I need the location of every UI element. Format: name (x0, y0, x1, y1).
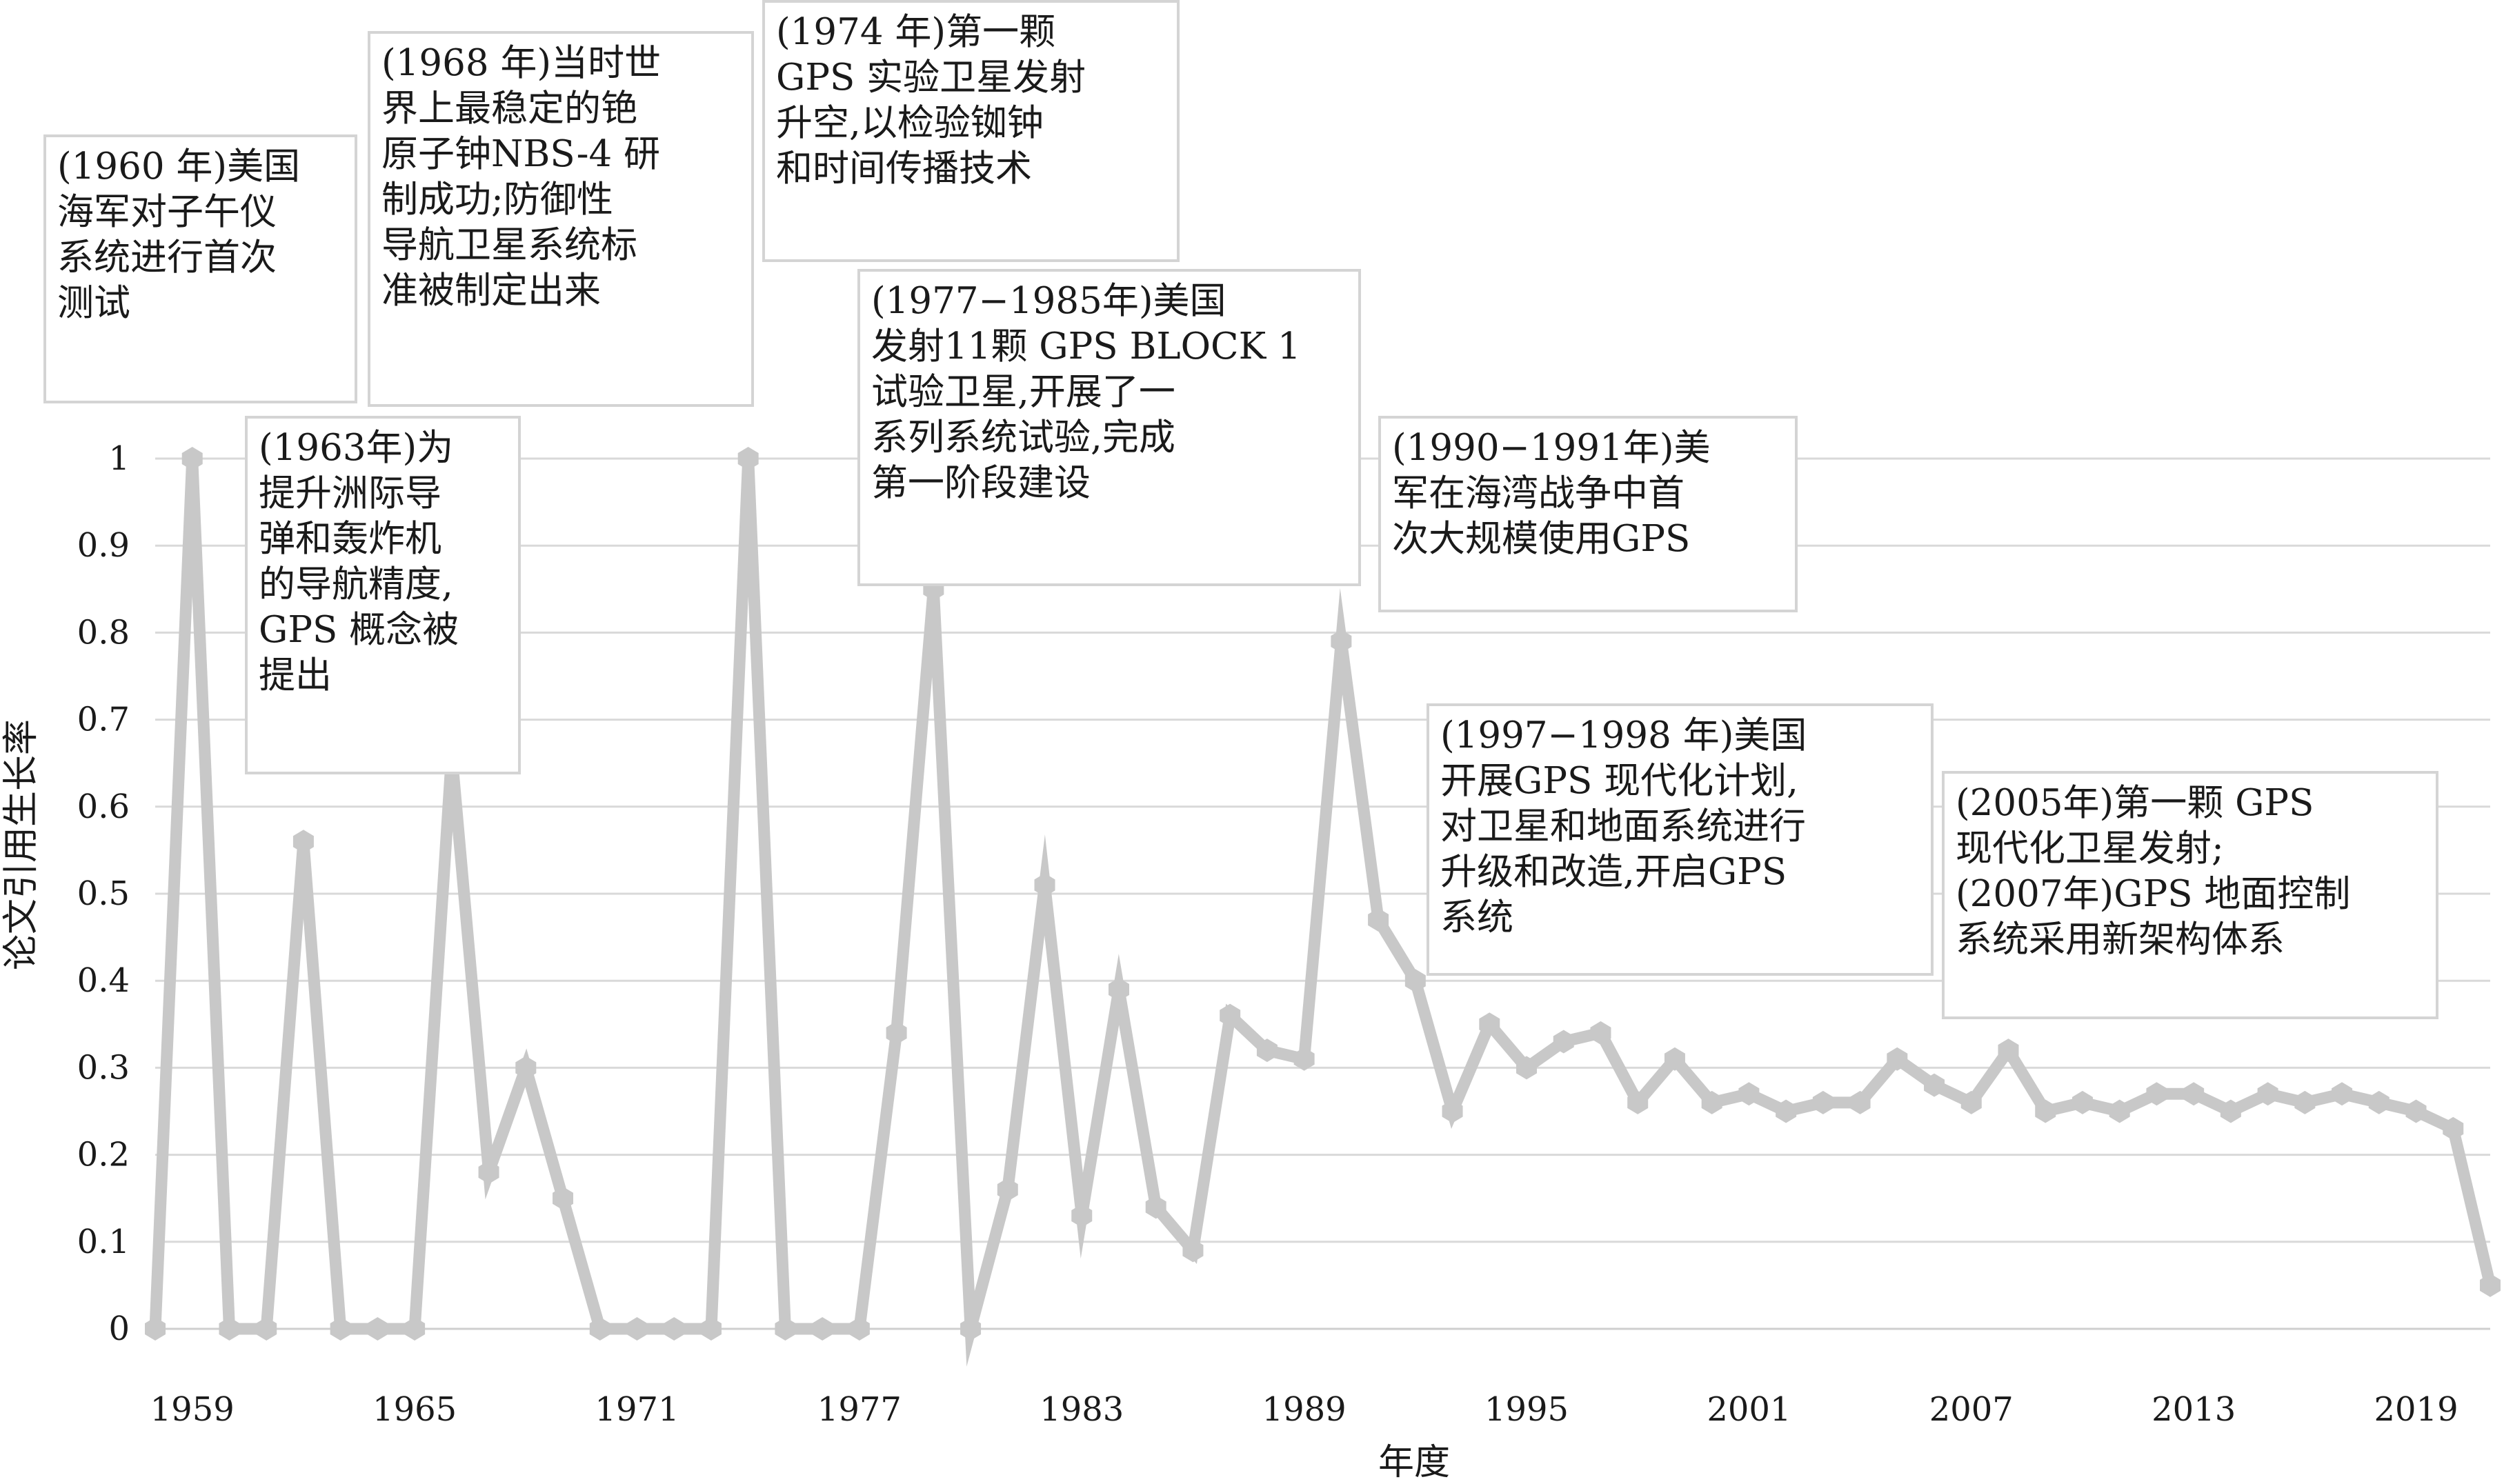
data-point (1034, 873, 1055, 897)
data-point (1960, 1090, 1982, 1114)
data-point (1627, 1090, 1649, 1114)
data-point (553, 1186, 574, 1210)
data-point (1924, 1073, 1945, 1097)
data-point (1516, 1056, 1538, 1080)
y-tick-label: 0.6 (77, 788, 130, 826)
annotation-1974: (1974 年)第一颗 GPS 实验卫星发射 升空,以检验铷钟 和时间传播技术 (762, 0, 1180, 262)
data-point (2257, 1082, 2278, 1106)
y-tick-label: 0 (108, 1310, 130, 1348)
data-point (2405, 1099, 2427, 1123)
data-point (1331, 630, 1352, 654)
data-point (626, 1317, 648, 1341)
annotation-1997-1998: (1997−1998 年)美国 开展GPS 现代化计划, 对卫星和地面系统进行 … (1427, 703, 1934, 976)
data-point (2109, 1099, 2130, 1123)
data-point (886, 1021, 907, 1045)
series-line (149, 458, 2496, 1367)
data-point (1664, 1047, 1685, 1071)
y-tick-label: 0.3 (77, 1048, 130, 1087)
y-tick-label: 1 (108, 439, 130, 478)
data-point (664, 1317, 685, 1341)
x-tick-label: 2001 (1707, 1390, 1791, 1429)
data-point (515, 1056, 537, 1080)
data-point (2443, 1116, 2464, 1141)
data-point (1293, 1047, 1315, 1071)
data-point (2220, 1099, 2241, 1123)
y-tick-label: 0.5 (77, 874, 130, 913)
data-point (1998, 1039, 2019, 1063)
data-point (1368, 908, 1389, 932)
data-point (2183, 1082, 2205, 1106)
annotation-1990-1991: (1990−1991年)美 军在海湾战争中首 次大规模使用GPS (1378, 416, 1798, 612)
data-point (330, 1317, 351, 1341)
data-point (2368, 1090, 2389, 1114)
series-layer (145, 447, 2501, 1367)
data-point (1849, 1090, 1871, 1114)
x-tick-label: 1971 (595, 1390, 679, 1429)
y-tick-label: 0.8 (77, 613, 130, 652)
data-point (737, 447, 759, 470)
data-point (1220, 1003, 1241, 1027)
data-point (1553, 1030, 1574, 1054)
data-point (1145, 1195, 1166, 1219)
data-point (1256, 1039, 1278, 1063)
annotation-1977-1985: (1977−1985年)美国 发射11颗 GPS BLOCK 1 试验卫星,开展… (857, 269, 1361, 586)
data-point (1776, 1099, 1797, 1123)
data-point (145, 1317, 166, 1341)
data-point (256, 1317, 277, 1341)
data-point (181, 447, 203, 470)
data-point (848, 1317, 870, 1341)
annotation-2005-2007: (2005年)第一颗 GPS 现代化卫星发射; (2007年)GPS 地面控制 … (1942, 771, 2438, 1019)
annotation-1960: (1960 年)美国 海军对子午仪 系统进行首次 测试 (43, 134, 357, 403)
y-axis-title: 论文引用生长率 (1, 719, 42, 970)
data-point (1108, 977, 1129, 1001)
data-point (2332, 1082, 2353, 1106)
data-point (2146, 1082, 2167, 1106)
data-point (478, 1160, 499, 1184)
annotation-1968: (1968 年)当时世 界上最稳定的铯 原子钟NBS-4 研 制成功;防御性 导… (368, 31, 754, 407)
x-tick-label: 1983 (1040, 1390, 1124, 1429)
y-tick-label: 0.7 (77, 701, 130, 739)
x-tick-label: 2007 (1929, 1390, 2014, 1429)
data-point (2480, 1273, 2501, 1297)
y-tick-labels: 0 0.1 0.2 0.3 0.4 0.5 0.6 0.7 0.8 0.9 1 (77, 439, 130, 1348)
data-point (1887, 1047, 1908, 1071)
data-point (1442, 1099, 1463, 1123)
data-point (775, 1317, 796, 1341)
x-tick-labels: 1959 1965 1971 1977 1983 1989 1995 2001 2007 2013… (150, 1390, 2458, 1429)
y-tick-label: 0.9 (77, 526, 130, 565)
data-point (404, 1317, 426, 1341)
data-point (2071, 1090, 2093, 1114)
data-point (2294, 1090, 2316, 1114)
x-tick-label: 1965 (372, 1390, 457, 1429)
data-point (1071, 1203, 1093, 1227)
data-point (367, 1317, 388, 1341)
data-point (997, 1178, 1018, 1202)
data-point (1738, 1082, 1760, 1106)
x-tick-label: 1959 (150, 1390, 235, 1429)
data-point (812, 1317, 833, 1341)
data-point (1182, 1239, 1204, 1263)
y-tick-label: 0.4 (77, 961, 130, 1000)
x-tick-label: 1977 (817, 1390, 902, 1429)
data-point (1404, 969, 1426, 993)
data-point (960, 1317, 982, 1341)
data-point (2035, 1099, 2056, 1123)
x-tick-label: 1995 (1484, 1390, 1569, 1429)
data-point (1701, 1090, 1722, 1114)
data-point (1812, 1090, 1834, 1114)
x-tick-label: 2019 (2374, 1390, 2458, 1429)
data-point (589, 1317, 610, 1341)
data-point (1590, 1021, 1611, 1045)
data-point (700, 1317, 722, 1341)
y-tick-label: 0.2 (77, 1136, 130, 1174)
data-point (219, 1317, 240, 1341)
x-axis-title: 年度 (1378, 1442, 1450, 1483)
x-tick-label: 1989 (1262, 1390, 1347, 1429)
data-point (1479, 1012, 1500, 1036)
y-tick-label: 0.1 (77, 1223, 130, 1261)
x-tick-label: 2013 (2152, 1390, 2236, 1429)
annotation-1963: (1963年)为 提升洲际导 弹和轰炸机 的导航精度, GPS 概念被 提出 (245, 416, 521, 774)
data-point (292, 830, 314, 854)
